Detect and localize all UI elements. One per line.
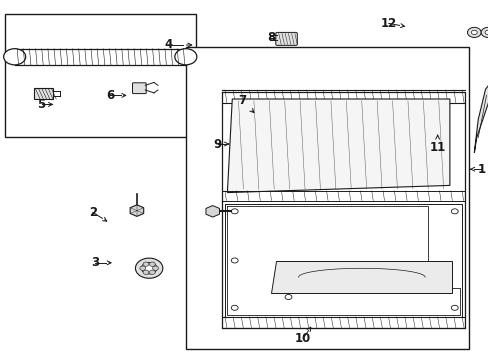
Polygon shape <box>130 205 143 216</box>
Text: 8: 8 <box>267 31 275 44</box>
Text: 5: 5 <box>38 98 45 111</box>
Text: 9: 9 <box>213 138 221 150</box>
Circle shape <box>141 262 157 274</box>
Circle shape <box>140 266 145 270</box>
Circle shape <box>450 305 457 310</box>
Bar <box>5 14 195 137</box>
Circle shape <box>285 294 291 300</box>
Bar <box>185 47 468 349</box>
Circle shape <box>470 30 476 35</box>
Text: 2: 2 <box>89 206 97 219</box>
Circle shape <box>231 209 238 214</box>
Text: 10: 10 <box>294 332 311 345</box>
Text: 11: 11 <box>428 141 445 154</box>
Circle shape <box>484 30 488 35</box>
Text: 7: 7 <box>238 94 245 107</box>
Bar <box>34 88 53 99</box>
Polygon shape <box>205 206 219 217</box>
Circle shape <box>135 258 163 278</box>
Text: 1: 1 <box>477 163 485 176</box>
Polygon shape <box>227 99 449 193</box>
Text: 3: 3 <box>91 256 99 269</box>
Circle shape <box>175 49 196 65</box>
Text: 6: 6 <box>106 89 114 102</box>
Polygon shape <box>271 261 451 293</box>
Circle shape <box>480 27 488 37</box>
Circle shape <box>142 262 148 266</box>
Circle shape <box>231 305 238 310</box>
Polygon shape <box>473 77 488 153</box>
Circle shape <box>142 270 148 274</box>
Circle shape <box>149 262 155 266</box>
Text: 4: 4 <box>164 39 172 51</box>
Circle shape <box>231 258 238 263</box>
Circle shape <box>467 27 480 37</box>
Circle shape <box>149 270 155 274</box>
Circle shape <box>450 209 457 214</box>
FancyBboxPatch shape <box>275 32 297 45</box>
Circle shape <box>152 266 158 270</box>
FancyBboxPatch shape <box>132 83 146 94</box>
Circle shape <box>3 49 26 65</box>
Text: 12: 12 <box>380 17 396 30</box>
